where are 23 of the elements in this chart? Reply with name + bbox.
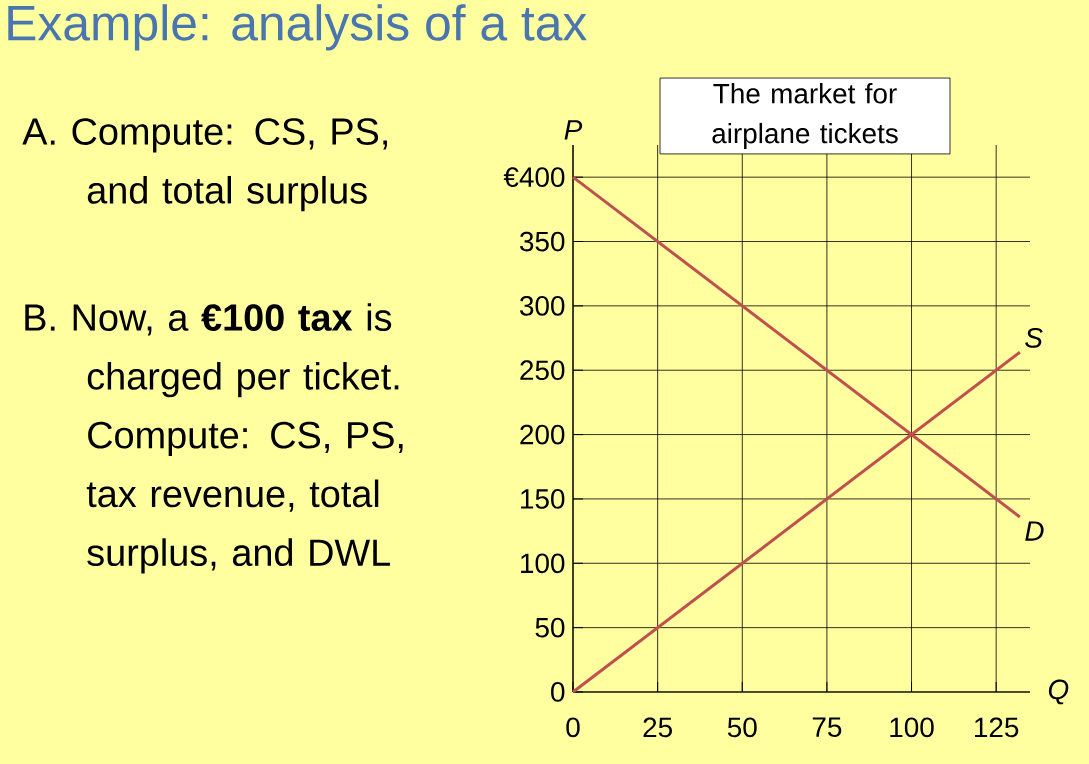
x-tick-label: 50 <box>727 717 757 738</box>
y-tick-label: 200 <box>520 424 565 445</box>
x-tick-label: 100 <box>890 717 934 738</box>
x-tick-label: 125 <box>975 717 1019 738</box>
y-tick-label: 0 <box>551 682 565 702</box>
y-axis-title: P <box>564 120 583 140</box>
x-tick-label: 25 <box>643 717 672 738</box>
x-tick-label: 0 <box>566 717 580 738</box>
x-axis-title: Q <box>1048 679 1069 705</box>
chart-subtitle: The market for airplane tickets <box>712 83 898 149</box>
text: A. Compute: CS, PS, and total surplus <box>22 118 387 212</box>
x-tick-label: 75 <box>812 717 842 737</box>
y-tick-label: 150 <box>521 489 565 509</box>
y-tick-label: 250 <box>520 360 565 381</box>
y-tick-label: €400 <box>503 167 565 188</box>
y-tick-label: 50 <box>535 617 565 638</box>
y-tick-label: 300 <box>520 296 565 316</box>
chart-title: Example: analysis of a tax <box>8 4 587 51</box>
text: B. Now, a €100 tax is charged per ticket. Compute: CS, PS, tax revenue, total surplus, and DWL <box>25 303 403 574</box>
y-tick-label: 100 <box>521 553 565 574</box>
y-tick-label: 350 <box>520 231 565 252</box>
series-label: D <box>1025 521 1044 541</box>
series-label: S <box>1025 327 1043 348</box>
